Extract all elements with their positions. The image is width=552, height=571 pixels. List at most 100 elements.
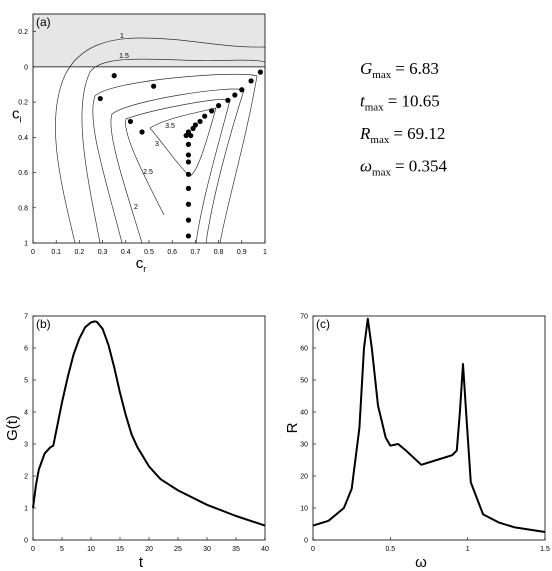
annotation-symbol: t: [360, 92, 366, 111]
eigenvalue: [97, 95, 103, 102]
eigenvalue: [190, 125, 196, 132]
eigenvalue: [127, 118, 134, 125]
x-tick-label: 40: [261, 546, 269, 553]
eigenvalue: [151, 83, 157, 89]
y-tick-label: 0: [304, 538, 308, 545]
eigenvalue: [239, 87, 245, 93]
x-tick-label: 20: [145, 546, 153, 553]
annotation: Rmax = 69.12: [359, 124, 445, 146]
contour-label: 3: [155, 141, 159, 148]
eigenvalue: [185, 159, 192, 165]
y-tick-label: 30: [300, 442, 308, 449]
y-tick-label: 1: [24, 241, 28, 248]
annotation-symbol: ω: [360, 157, 372, 176]
y-tick-label: 7: [24, 314, 28, 321]
contour-line: [81, 58, 266, 244]
eigenvalue: [111, 73, 117, 79]
eigenvalue: [188, 132, 194, 139]
y-tick-label: 0.2: [18, 100, 28, 107]
axes-frame: [32, 13, 266, 244]
x-tick-label: 0: [31, 546, 35, 553]
y-axis-label-main: c: [12, 106, 20, 123]
y-tick-label: 0.6: [18, 170, 28, 177]
annotation: ωmax = 0.354: [360, 157, 448, 179]
eigenvalue: [183, 132, 189, 139]
contour-label: 2.5: [143, 169, 153, 176]
x-tick-label: 25: [174, 546, 182, 553]
eigenvalue: [139, 129, 145, 135]
x-tick-label: 1.5: [540, 546, 550, 553]
y-tick-label: 0.4: [18, 135, 28, 142]
contour-label: 1.5: [119, 53, 129, 60]
panel-label: (c): [316, 317, 330, 331]
x-tick-label: 0.5: [144, 249, 154, 256]
y-tick-label: 6: [24, 346, 28, 353]
x-tick-label: 0.9: [237, 249, 247, 256]
x-tick-label: 35: [232, 546, 240, 553]
y-tick-label: 5: [24, 378, 28, 385]
x-tick-label: 0.4: [121, 249, 131, 256]
x-axis-label: t: [139, 554, 144, 571]
annotation-value: = 0.354: [395, 157, 448, 176]
y-tick-label: 40: [300, 410, 308, 417]
annotation-symbol: R: [359, 124, 371, 143]
contour-line: [125, 98, 231, 244]
y-tick-label: 50: [300, 378, 308, 385]
y-axis-label: ci: [12, 106, 22, 125]
x-tick-label: 0: [311, 546, 315, 553]
x-tick-label: 0.8: [214, 249, 224, 256]
annotation-value: = 6.83: [395, 59, 439, 78]
eigenvalue: [185, 152, 192, 158]
annotation-value: = 69.12: [393, 124, 445, 143]
x-tick-label: 0.5: [385, 546, 395, 553]
eigenvalue: [197, 118, 203, 125]
x-tick-label: 0.6: [167, 249, 177, 256]
annotation: tmax = 10.65: [360, 92, 440, 114]
x-tick-label: 0.7: [191, 249, 201, 256]
x-axis-label: cr: [136, 255, 147, 274]
eigenvalue: [185, 171, 192, 177]
y-tick-label: 0: [24, 64, 28, 71]
panel-label: (b): [36, 317, 51, 331]
data-line: [32, 320, 266, 527]
axes-frame: [32, 315, 266, 541]
x-axis-label-main: c: [136, 255, 144, 272]
x-tick-label: 0.3: [98, 249, 108, 256]
eigenvalue: [232, 92, 238, 98]
contour-line: [149, 107, 217, 177]
y-tick-label: 2: [24, 474, 28, 481]
x-tick-label: 0.1: [51, 249, 61, 256]
y-tick-label: 0.2: [18, 29, 28, 36]
eigenvalue: [225, 97, 231, 103]
annotation-value: = 10.65: [388, 92, 440, 111]
contour-label: 3.5: [165, 123, 175, 130]
eigenvalue: [185, 233, 192, 239]
y-tick-label: 0: [24, 538, 28, 545]
eigenvalue: [185, 217, 192, 223]
y-axis-label-sub: i: [20, 115, 22, 125]
eigenvalue: [185, 201, 192, 207]
contour-label: 2: [134, 204, 138, 211]
eigenvalue: [216, 103, 222, 109]
y-axis-label: G(t): [4, 415, 21, 441]
y-tick-label: 1: [24, 506, 28, 513]
y-tick-label: 70: [300, 314, 308, 321]
eigenvalue: [185, 141, 192, 147]
eigenvalue: [185, 185, 192, 191]
annotation: Gmax = 6.83: [360, 59, 439, 81]
eigenvalue: [248, 78, 254, 84]
annotation-sub: max: [370, 134, 389, 146]
panel-label: (a): [36, 15, 51, 29]
annotation-sub: max: [365, 102, 384, 114]
x-tick-label: 0: [31, 249, 35, 256]
contour-line: [92, 73, 258, 244]
eigenvalue: [209, 108, 215, 114]
annotation-sub: max: [372, 69, 391, 81]
x-axis-label-sub: r: [143, 264, 146, 274]
axes-frame: [312, 315, 546, 541]
x-tick-label: 15: [116, 546, 124, 553]
y-tick-label: 4: [24, 410, 28, 417]
x-tick-label: 5: [60, 546, 64, 553]
eigenvalue: [202, 113, 208, 119]
